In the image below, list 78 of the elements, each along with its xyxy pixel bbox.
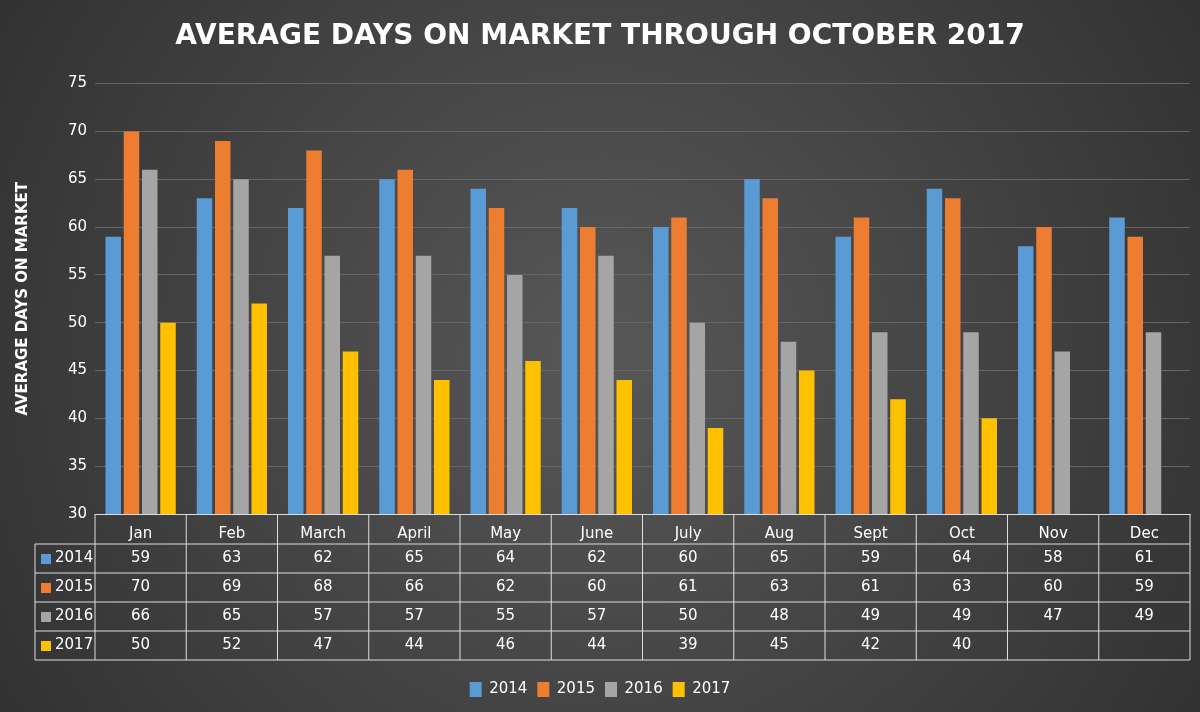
- y-tick-label: 75: [67, 73, 87, 92]
- data-label: 52: [222, 635, 242, 654]
- x-tick-label: Nov: [1038, 523, 1068, 542]
- data-label: 65: [769, 548, 789, 567]
- chart-title: AVERAGE DAYS ON MARKET THROUGH OCTOBER 2017: [175, 18, 1025, 52]
- x-tick-label: Aug: [764, 523, 795, 542]
- data-label: 57: [587, 606, 607, 625]
- data-label: 63: [952, 577, 972, 596]
- data-label: 47: [1043, 606, 1063, 625]
- x-tick-label: April: [397, 523, 432, 542]
- legend-label: 2014: [489, 679, 528, 698]
- data-label: 64: [952, 548, 972, 567]
- data-label: 60: [678, 548, 698, 567]
- data-label: 68: [313, 577, 333, 596]
- x-tick-label: March: [300, 523, 346, 542]
- legend-label: 2017: [692, 679, 731, 698]
- y-tick-label: 55: [67, 264, 87, 283]
- x-tick-label: Jan: [128, 523, 153, 542]
- data-label: 50: [131, 635, 151, 654]
- legend-label: 2015: [556, 679, 596, 698]
- data-label: 62: [496, 577, 516, 596]
- data-label: 62: [313, 548, 333, 567]
- data-label: 60: [587, 577, 607, 596]
- data-label: 58: [1043, 548, 1063, 567]
- data-label: 60: [1043, 577, 1063, 596]
- data-label: 59: [131, 548, 151, 567]
- text: 2017: [55, 635, 94, 654]
- data-label: 59: [861, 548, 881, 567]
- data-label: 66: [404, 577, 424, 596]
- data-label: 61: [861, 577, 881, 596]
- data-label: 63: [769, 577, 789, 596]
- data-label: 57: [404, 606, 424, 625]
- data-label: 65: [404, 548, 424, 567]
- y-tick-label: 40: [67, 408, 87, 427]
- y-tick-label: 60: [67, 216, 87, 235]
- legend-label: 2016: [624, 679, 663, 698]
- x-tick-label: Feb: [218, 523, 246, 542]
- y-tick-label: 50: [67, 312, 87, 331]
- x-tick-label: May: [490, 523, 522, 542]
- text: 2015: [55, 577, 94, 596]
- data-label: 55: [496, 606, 516, 625]
- data-label: 48: [769, 606, 789, 625]
- data-label: 49: [1134, 606, 1154, 625]
- data-label: 63: [222, 548, 242, 567]
- data-label: 61: [678, 577, 698, 596]
- data-label: 69: [222, 577, 242, 596]
- x-tick-label: June: [579, 523, 614, 542]
- y-tick-label: 45: [67, 360, 87, 379]
- data-label: 44: [587, 635, 607, 654]
- text: 2014: [55, 548, 94, 567]
- data-label: 59: [1134, 577, 1154, 596]
- x-tick-label: Sept: [853, 523, 888, 542]
- data-label: 65: [222, 606, 242, 625]
- data-label: 61: [1134, 548, 1154, 567]
- y-tick-label: 65: [67, 169, 87, 188]
- y-tick-label: 30: [67, 503, 87, 522]
- data-label: 50: [678, 606, 698, 625]
- data-label: 70: [131, 577, 151, 596]
- data-label: 45: [769, 635, 789, 654]
- data-label: 49: [952, 606, 972, 625]
- x-tick-label: July: [673, 523, 702, 542]
- x-tick-label: Dec: [1129, 523, 1159, 542]
- x-tick-label: Oct: [948, 523, 975, 542]
- text: 2016: [55, 606, 94, 625]
- data-label: 47: [313, 635, 333, 654]
- y-tick-label: 35: [67, 456, 87, 475]
- data-label: 49: [861, 606, 881, 625]
- data-label: 57: [313, 606, 333, 625]
- data-label: 39: [678, 635, 698, 654]
- data-label: 64: [496, 548, 516, 567]
- data-label: 62: [587, 548, 607, 567]
- data-label: 42: [861, 635, 881, 654]
- y-axis-title: AVERAGE DAYS ON MARKET: [12, 181, 31, 416]
- data-label: 66: [131, 606, 151, 625]
- data-label: 44: [404, 635, 424, 654]
- data-label: 46: [496, 635, 516, 654]
- y-tick-label: 70: [67, 121, 87, 140]
- data-label: 40: [952, 635, 972, 654]
